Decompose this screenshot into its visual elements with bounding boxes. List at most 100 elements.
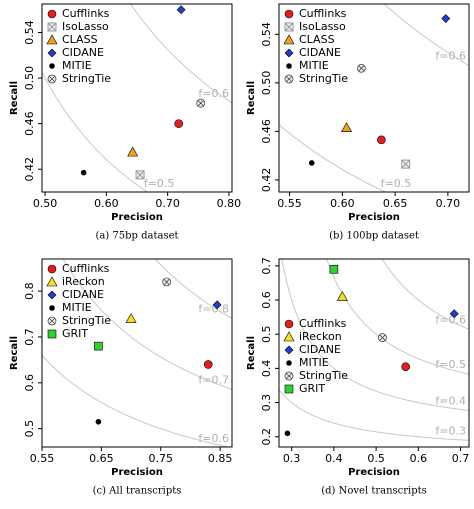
x-tick-label: 0.65 [89,452,114,465]
legend-label: GRIT [299,382,325,395]
point [356,63,366,73]
legend-marker [286,63,292,69]
caption: (d) Novel transcripts [321,486,427,497]
y-axis-label: Recall [246,81,257,115]
x-axis-label: Precision [111,467,163,478]
point [196,98,206,108]
plot-frame [278,3,470,193]
y-axis-label: Recall [9,336,20,370]
caption: (a) 75bp dataset [95,231,178,242]
point [162,277,172,287]
f-curve [279,124,387,192]
point [203,360,213,369]
legend-label: Cufflinks [62,7,110,20]
f-curve [129,4,232,104]
f-curve [42,71,149,192]
legend-label: CLASS [62,33,98,46]
point [329,264,339,274]
f-curve [62,259,232,390]
x-tick-label: 0.5 [367,452,385,465]
legend-label: StringTie [299,369,348,382]
plot-frame [41,3,233,193]
y-tick-label: 0.6 [260,291,273,309]
legend-marker [283,331,295,342]
y-tick-label: 0.7 [23,328,36,346]
legend-label: MITIE [62,301,92,314]
legend-marker [47,316,57,326]
point [284,430,291,437]
y-tick-label: 0.7 [260,257,273,275]
y-tick-label: 0.42 [23,157,36,182]
legend-marker [46,34,58,45]
point [449,309,459,319]
legend-marker [284,384,294,394]
x-tick-label: 0.80 [217,197,242,210]
legend-label: CIDANE [299,46,341,59]
x-tick-label: 0.55 [30,452,55,465]
x-tick-label: 0.50 [33,197,58,210]
panel: f=0.6 f=0.5 f=0.4 f=0.3 0.3 0.4 0.5 0.6 0.7 0.2 0.… [246,257,470,497]
legend-label: iReckon [62,275,105,288]
f-curve [281,259,469,411]
legend-label: MITIE [299,356,329,369]
panel: f=0.6 f=0.5 0.55 0.60 0.65 0.70 0.42 0.46 0.50 0.… [246,3,470,242]
legend-label: GRIT [62,327,88,340]
legend-label: CLASS [299,33,335,46]
point [176,5,186,15]
x-tick-label: 0.75 [149,452,174,465]
x-tick-label: 0.6 [410,452,428,465]
caption: (c) All transcripts [93,486,182,497]
legend-marker [47,329,57,339]
legend-label: Cufflinks [299,7,347,20]
f-label: f=0.6 [198,432,229,445]
point [441,14,451,23]
y-tick-label: 0.2 [260,428,273,446]
x-tick-label: 0.7 [452,452,470,465]
plot-frame [278,258,470,448]
y-tick-label: 0.46 [23,111,36,135]
panel: f=0.8 f=0.7 f=0.6 0.55 0.65 0.75 0.85 0.5 0.6 0.7… [9,258,233,497]
f-curve [279,389,469,441]
y-tick-label: 0.54 [260,22,273,47]
f-label: f=0.8 [198,302,229,315]
f-label: f=0.5 [435,358,466,371]
point [125,312,137,323]
y-tick-label: 0.50 [23,66,36,91]
legend-marker [284,74,294,84]
point [341,122,353,133]
point [174,119,183,128]
f-label: f=0.6 [435,50,466,63]
legend-label: MITIE [299,59,329,72]
legend-label: Cufflinks [299,317,347,330]
legend-marker [49,63,55,69]
x-tick-label: 0.85 [208,452,233,465]
legend-marker [286,360,292,366]
legend-marker [47,290,57,300]
point [401,362,410,371]
point [212,300,222,310]
y-tick-label: 0.54 [23,20,36,45]
point [378,333,387,342]
caption: (b) 100bp dataset [329,231,419,242]
legend-marker [47,264,57,274]
point [127,146,139,157]
point [135,170,145,180]
f-curve [383,4,469,66]
f-curve [42,354,230,447]
f-curve [154,259,232,319]
f-label: f=0.3 [435,424,466,437]
legend-label: IsoLasso [299,20,346,33]
f-label: f=0.6 [198,87,229,100]
point [80,169,87,176]
x-tick-label: 0.65 [383,197,408,210]
panel: f=0.6 f=0.5 0.50 0.60 0.70 0.80 0.42 0.46 0.50 0.… [9,3,242,242]
legend-marker [283,34,295,45]
legend-label: MITIE [62,59,92,72]
y-tick-label: 0.8 [23,282,36,300]
x-axis-label: Precision [348,212,400,223]
legend-label: StringTie [299,72,348,85]
point [95,418,102,425]
legend-marker [49,305,55,311]
point [308,160,315,166]
legend-label: CIDANE [299,343,341,356]
